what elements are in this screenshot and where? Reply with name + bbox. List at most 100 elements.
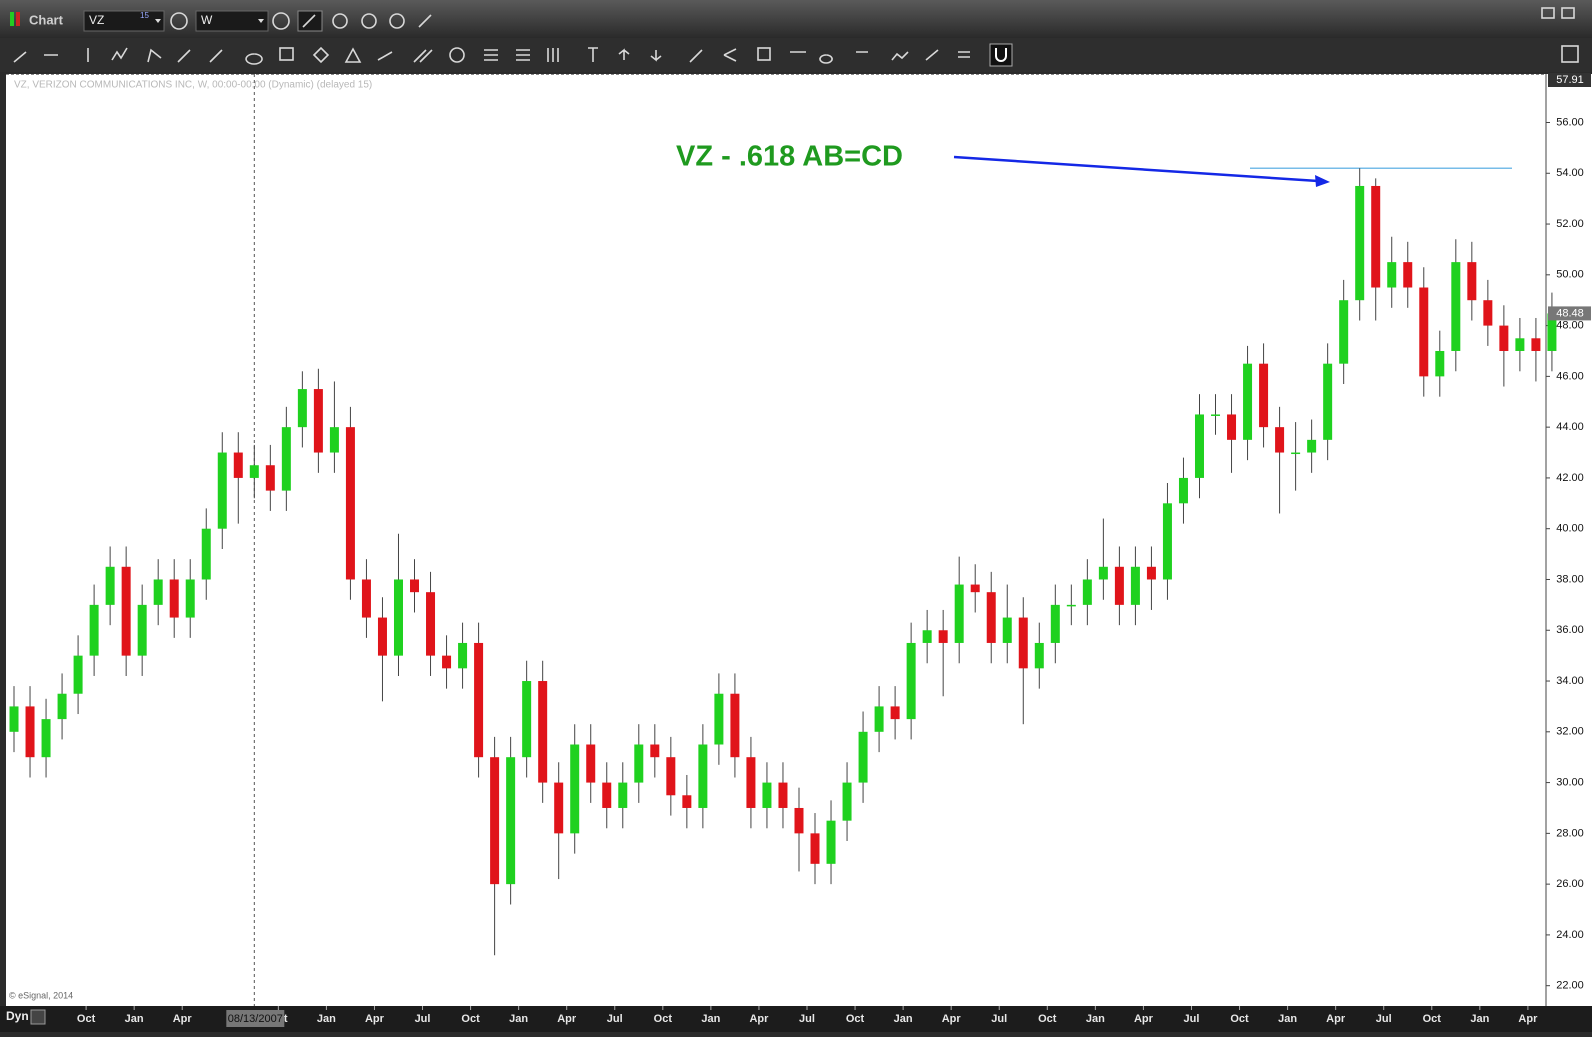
candle-body — [1307, 439, 1317, 453]
y-tick-label: 38.00 — [1556, 573, 1584, 585]
candle-body — [153, 579, 163, 605]
toolbar — [0, 38, 1592, 72]
candle-body — [426, 592, 436, 656]
app-icon — [10, 12, 14, 26]
annotation: VZ - .618 AB=CD — [676, 141, 903, 173]
x-tick-label: Jan — [317, 1013, 336, 1025]
candle-body — [1066, 604, 1076, 607]
time-button[interactable] — [272, 12, 290, 30]
candle-body — [1211, 414, 1221, 416]
close-button[interactable] — [1561, 7, 1575, 19]
link-button[interactable] — [418, 14, 432, 28]
mode-label: Dyn — [6, 1009, 29, 1023]
x-tick-label: Apr — [749, 1013, 769, 1025]
candle-body — [906, 642, 916, 720]
candle-body — [377, 617, 387, 656]
candle-body — [73, 655, 83, 694]
candle-body — [746, 757, 756, 808]
y-tick-label: 36.00 — [1556, 624, 1584, 636]
refresh-button[interactable] — [332, 13, 348, 29]
magnet-button[interactable] — [989, 43, 1013, 67]
candle-body — [1243, 363, 1253, 440]
candle-body — [698, 744, 708, 808]
candle-body — [1034, 642, 1044, 669]
x-tick-label: Apr — [1326, 1013, 1346, 1025]
alert-button[interactable] — [389, 13, 405, 29]
y-tick-label: 22.00 — [1556, 980, 1584, 992]
candle-body — [1002, 617, 1012, 643]
candle-body — [442, 655, 452, 669]
candle-body — [858, 731, 868, 783]
y-tick-label: 30.00 — [1556, 776, 1584, 788]
candle-body — [281, 427, 291, 491]
candle-body — [233, 452, 243, 478]
candle-body — [1259, 363, 1269, 428]
x-tick-label: Apr — [1134, 1013, 1154, 1025]
candle-body — [1435, 350, 1445, 377]
candle-body — [1098, 566, 1108, 580]
candle-body — [666, 757, 676, 796]
candle-body — [1194, 414, 1204, 478]
x-tick-label: Apr — [365, 1013, 385, 1025]
chart-label: VZ, VERIZON COMMUNICATIONS INC, W, 00:00… — [14, 80, 372, 91]
candle-body — [217, 452, 227, 529]
candle-body — [778, 782, 788, 808]
symbol-badge: 15 — [140, 11, 149, 20]
x-tick-label: Jan — [1470, 1013, 1489, 1025]
y-tick-label: 56.00 — [1556, 116, 1584, 128]
candle-body — [1419, 287, 1429, 377]
y-tick-label: 44.00 — [1556, 421, 1584, 433]
candle-body — [169, 579, 179, 618]
x-tick-label: Jul — [607, 1013, 623, 1025]
candle-body — [730, 693, 740, 758]
plot-area — [6, 74, 1546, 1006]
interval-box[interactable] — [195, 10, 269, 32]
candle-body — [1146, 566, 1156, 580]
candle-body — [1499, 325, 1509, 351]
restore-button[interactable] — [1541, 7, 1555, 19]
candle-body — [1515, 338, 1525, 351]
play-button[interactable] — [361, 13, 377, 29]
candle-body — [137, 604, 147, 656]
settings-button[interactable] — [170, 12, 188, 30]
y-tick-label: 48.00 — [1556, 320, 1584, 332]
x-tick-label: Oct — [461, 1013, 480, 1025]
candle-body — [954, 584, 964, 643]
drawing-tools — [13, 43, 1579, 67]
annotation-arrow — [953, 155, 1319, 183]
x-tick-label: Jul — [799, 1013, 815, 1025]
x-tick-label: Jul — [1184, 1013, 1200, 1025]
candle-body — [121, 566, 131, 656]
y-tick-label: 40.00 — [1556, 523, 1584, 535]
candle-body — [1178, 477, 1188, 504]
y-tick-label: 28.00 — [1556, 827, 1584, 839]
x-tick-label: Jan — [701, 1013, 720, 1025]
y-tick-label: 32.00 — [1556, 726, 1584, 738]
x-tick-label: Apr — [942, 1013, 962, 1025]
mode-button[interactable] — [30, 1009, 46, 1025]
pencil-icon — [302, 14, 316, 28]
candle-body — [1275, 427, 1285, 453]
last-price-tag — [1548, 306, 1591, 321]
candle-body — [1227, 414, 1237, 440]
x-tick-label: Oct — [1423, 1013, 1442, 1025]
x-tick-label: Jan — [1278, 1013, 1297, 1025]
y-tick-label: 54.00 — [1556, 167, 1584, 179]
x-tick-label: Apr — [1518, 1013, 1538, 1025]
candle-body — [874, 706, 884, 732]
x-tick-label: Oct — [654, 1013, 673, 1025]
cursor-tag — [226, 1010, 285, 1027]
candle-body — [458, 642, 468, 669]
candle-body — [810, 833, 820, 864]
x-tick-label: Oct — [846, 1013, 865, 1025]
candle-body — [1323, 363, 1333, 440]
copyright: © eSignal, 2014 — [9, 990, 73, 1000]
x-tick-label: Jul — [991, 1013, 1007, 1025]
candle-body — [361, 579, 371, 618]
candle-body — [249, 465, 259, 478]
candle-body — [89, 604, 99, 656]
candle-body — [714, 693, 724, 745]
symbol-box[interactable] — [83, 10, 165, 32]
